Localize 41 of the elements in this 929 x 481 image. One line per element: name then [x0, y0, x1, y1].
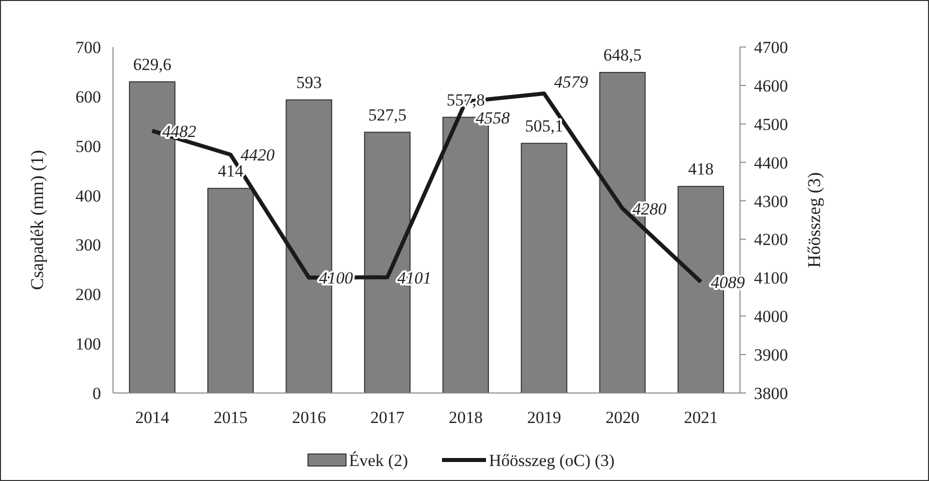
y2-tick-label: 4000: [754, 307, 788, 326]
data-label: 418: [688, 159, 714, 178]
y2-tick-label: 4700: [754, 38, 788, 57]
data-label: 557,8: [446, 90, 485, 110]
y2-tick-label: 3800: [754, 384, 788, 403]
data-label: 593: [296, 72, 322, 92]
y2-tick-label: 4500: [754, 114, 788, 134]
data-label: 505,1: [524, 116, 564, 136]
x-tick-label: 2018: [448, 408, 483, 427]
data-label: 4420: [240, 146, 276, 165]
y-tick-label: 100: [76, 334, 101, 354]
data-label: 4100: [318, 268, 354, 288]
y-tick-label: 300: [76, 236, 101, 255]
y2-tick-label: 4200: [754, 230, 788, 250]
data-label: 4558: [476, 108, 510, 128]
x-tick-label: 2014: [135, 408, 170, 427]
y2-tick-label: 3900: [754, 346, 788, 365]
y2-tick-label: 4300: [754, 192, 788, 211]
data-label: 4579: [554, 72, 589, 92]
y-tick-label: 200: [76, 285, 101, 304]
y2-axis-title: Hőösszeg (3): [804, 172, 824, 268]
y2-tick-label: 4100: [754, 268, 788, 288]
x-tick-label: 2019: [527, 408, 562, 427]
y2-tick-label: 4400: [754, 153, 788, 172]
legend-label: Hőösszeg (oC) (3): [489, 451, 615, 470]
x-tick-label: 2016: [292, 408, 326, 427]
x-tick-label: 2017: [370, 408, 405, 427]
y-tick-label: 0: [92, 384, 101, 403]
x-tick-label: 2015: [214, 408, 248, 427]
data-label: 648,5: [603, 45, 642, 64]
legend-label: Évek (2): [349, 451, 408, 470]
data-label: 629,6: [133, 54, 172, 74]
x-tick-label: 2020: [605, 408, 640, 427]
y-tick-label: 600: [76, 87, 101, 106]
y-tick-label: 400: [76, 186, 101, 206]
data-label: 527,5: [368, 105, 406, 124]
x-tick-label: 2021: [684, 408, 718, 427]
y-tick-label: 700: [76, 38, 101, 57]
y2-tick-label: 4600: [754, 76, 788, 96]
y-tick-label: 500: [76, 136, 101, 156]
y-axis-title: Csapadék (mm) (1): [27, 150, 47, 290]
